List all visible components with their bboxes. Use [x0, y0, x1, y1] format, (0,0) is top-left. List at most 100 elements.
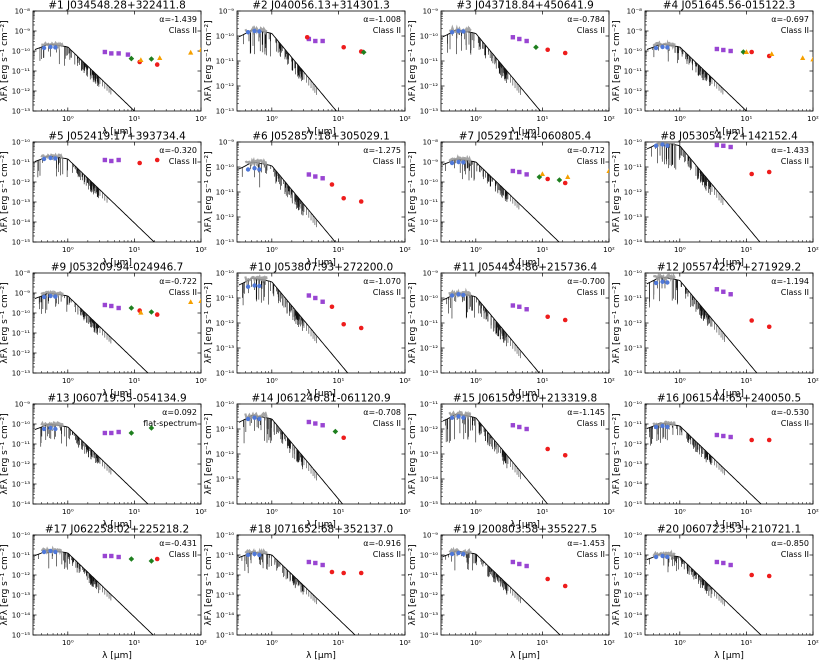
irac-point	[728, 145, 732, 149]
panel-title: #3 J043718.84+450641.9	[456, 0, 594, 12]
y-tick-label: 10⁻¹⁰	[624, 48, 642, 56]
y-tick-label: 10⁻¹⁴	[624, 612, 642, 620]
x-tick-label: 10¹	[333, 508, 345, 516]
optical-point	[654, 555, 658, 559]
y-tick-label: 10⁻⁹	[423, 532, 439, 540]
y-tick-label: 10⁻¹⁰	[12, 421, 30, 429]
optical-point	[660, 45, 664, 49]
x-tick-label: 10⁰	[62, 115, 74, 123]
y-tick-label: 10⁻¹⁵	[624, 632, 642, 640]
alpha-label: α=-0.708	[363, 408, 401, 417]
optical-point	[53, 45, 57, 49]
y-tick-label: 10⁻¹¹	[12, 68, 30, 76]
x-tick-label: 10⁰	[266, 115, 278, 123]
y-tick-label: 10⁻¹³	[420, 239, 438, 247]
y-tick-label: 10⁻¹³	[12, 108, 30, 116]
herschel-point	[188, 50, 193, 55]
y-tick-label: 10⁻¹²	[624, 441, 642, 449]
x-tick-label: 10⁰	[62, 246, 74, 254]
x-tick-label: 10¹	[741, 246, 753, 254]
y-tick-label: 10⁻¹⁴	[624, 370, 642, 378]
x-tick-label: 10²	[603, 639, 615, 647]
y-tick-label: 10⁻¹⁰	[216, 532, 234, 540]
alpha-label: α=0.092	[162, 408, 197, 417]
mips-point	[333, 429, 339, 435]
class-label: Class II	[577, 157, 605, 166]
plot-area	[239, 551, 404, 664]
y-axis-label: λFλ [erg s⁻¹ cm⁻²]	[204, 413, 214, 494]
x-tick-label: 10²	[399, 246, 411, 254]
y-tick-label: 10⁻¹²	[12, 179, 30, 187]
x-tick-label: 10⁰	[674, 115, 686, 123]
y-tick-label: 10⁻¹²	[12, 88, 30, 96]
panel-title: #13 J060719.55-054134.9	[47, 393, 186, 405]
optical-spectrum	[41, 423, 62, 426]
y-tick-label: 10⁻¹¹	[216, 295, 234, 303]
optical-point	[456, 551, 460, 555]
y-tick-label: 10⁻¹⁵	[624, 501, 642, 509]
x-tick-label: 10¹	[537, 377, 549, 385]
y-tick-label: 10⁻¹³	[216, 108, 234, 116]
x-tick-label: 10⁰	[470, 115, 482, 123]
y-tick-label: 10⁻¹⁰	[624, 532, 642, 540]
y-tick-label: 10⁻¹³	[420, 108, 438, 116]
x-tick-label: 10¹	[537, 639, 549, 647]
optical-point	[660, 424, 664, 428]
y-tick-label: 10⁻¹⁰	[216, 33, 234, 41]
wise-point	[341, 571, 346, 576]
irac-point	[109, 51, 113, 55]
y-axis-label: λFλ [erg s⁻¹ cm⁻²]	[612, 544, 622, 625]
x-tick-label: 10¹	[333, 246, 345, 254]
optical-point	[654, 281, 658, 285]
wise-point	[563, 453, 568, 458]
irac-point	[517, 170, 521, 174]
y-tick-label: 10⁻¹³	[624, 461, 642, 469]
class-label: Class II	[373, 288, 401, 297]
x-tick-label: 10¹	[537, 246, 549, 254]
optical-point	[53, 550, 57, 554]
optical-point	[42, 427, 46, 431]
optical-point	[257, 167, 261, 171]
x-tick-label: 10⁰	[470, 246, 482, 254]
y-tick-label: 10⁻⁹	[219, 8, 235, 16]
panel-title: #8 J053054.72+142152.4	[660, 131, 798, 143]
y-tick-label: 10⁻¹⁵	[216, 632, 234, 640]
y-tick-label: 10⁻¹¹	[216, 426, 234, 434]
irac-point	[109, 304, 113, 308]
optical-point	[456, 29, 460, 33]
y-tick-label: 10⁻¹⁰	[420, 295, 438, 303]
panel-title: #4 J051645.56-015122.3	[663, 0, 796, 12]
x-tick-label: 10⁰	[674, 639, 686, 647]
y-axis-label: λFλ [erg s⁻¹ cm⁻²]	[408, 544, 418, 625]
class-label: Class II	[373, 419, 401, 428]
wise-point	[359, 199, 364, 204]
y-tick-label: 10⁻¹⁵	[420, 501, 438, 509]
y-tick-label: 10⁻¹²	[420, 219, 438, 227]
optical-point	[660, 280, 664, 284]
alpha-label: α=-1.433	[771, 146, 809, 155]
y-tick-label: 10⁻¹¹	[216, 189, 234, 197]
class-label: Class II	[577, 26, 605, 35]
wise-point	[563, 51, 568, 56]
y-tick-label: 10⁻¹⁴	[216, 612, 234, 620]
y-tick-label: 10⁻¹⁰	[216, 164, 234, 172]
panel-title: #18 J071652.68+352137.0	[249, 524, 393, 536]
y-tick-label: 10⁻¹⁴	[12, 219, 30, 227]
alpha-label: α=-0.712	[567, 146, 605, 155]
irac-point	[116, 430, 120, 434]
irac-point	[103, 431, 107, 435]
y-tick-label: 10⁻¹²	[624, 88, 642, 96]
x-tick-label: 10⁰	[674, 246, 686, 254]
x-tick-label: 10²	[807, 639, 819, 647]
irac-point	[721, 561, 725, 565]
panel-title: #5 J052419.17+393734.4	[48, 131, 186, 143]
herschel-point	[810, 57, 815, 62]
irac-point	[116, 306, 120, 310]
y-tick-label: 10⁻¹¹	[12, 552, 30, 560]
wise-point	[563, 584, 568, 589]
x-tick-label: 10⁰	[674, 508, 686, 516]
x-tick-label: 10⁰	[266, 246, 278, 254]
optical-point	[660, 554, 664, 558]
y-tick-label: 10⁻¹⁴	[12, 612, 30, 620]
irac-point	[715, 287, 719, 291]
